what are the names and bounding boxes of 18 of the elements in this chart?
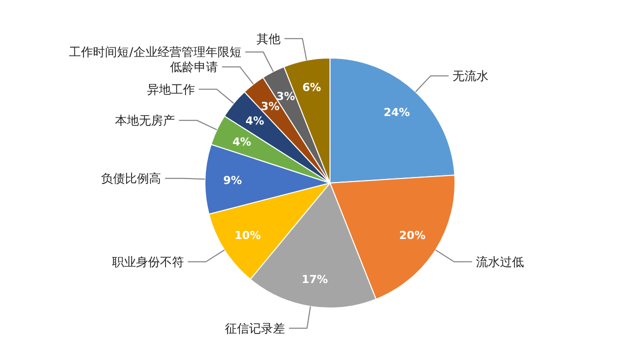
slice-label: 低龄申请	[170, 60, 218, 74]
slice-label: 负债比例高	[101, 172, 162, 186]
slice-label: 无流水	[452, 69, 489, 84]
slice-label: 异地工作	[146, 82, 195, 96]
data-label: 24%	[384, 106, 410, 119]
slice-label: 职业身份不符	[112, 254, 184, 269]
slice-label: 其他	[256, 32, 280, 46]
data-label: 4%	[232, 135, 252, 148]
data-label: 9%	[223, 174, 242, 187]
data-label: 4%	[246, 114, 264, 128]
slice-label: 工作时间短/企业经营管理年限短	[69, 45, 242, 60]
slice-label: 本地无房产	[114, 114, 175, 128]
data-label: 10%	[234, 229, 261, 242]
slice-label: 征信记录差	[225, 321, 286, 336]
slice-label: 流水过低	[476, 254, 524, 269]
data-label: 6%	[302, 81, 322, 94]
data-label: 17%	[302, 273, 328, 286]
data-label: 20%	[399, 229, 426, 242]
